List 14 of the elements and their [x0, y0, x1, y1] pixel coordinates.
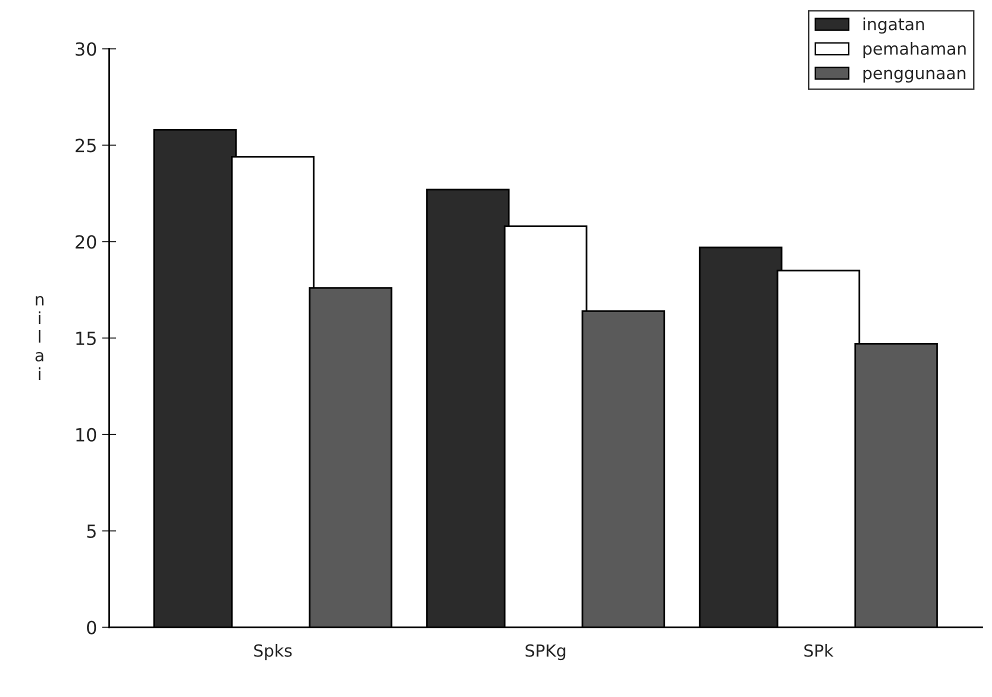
y-tick-label: 30 [76, 42, 96, 56]
y-axis-title: nilai [36, 296, 44, 380]
legend-label: pemahaman [864, 42, 966, 58]
x-tick-label: SPKg [526, 644, 566, 660]
y-tick-label: 15 [76, 332, 96, 346]
legend-label: ingatan [864, 18, 924, 34]
x-tick-label: Spks [254, 644, 292, 660]
legend-label: penggunaan [864, 70, 966, 83]
y-tick-label: 20 [76, 235, 96, 249]
y-tick-label: 25 [76, 138, 96, 152]
y-tick-label: 10 [76, 428, 96, 442]
y-tick-label: 0 [87, 620, 96, 634]
x-tick-label: SPk [804, 644, 834, 657]
y-tick-label: 5 [87, 524, 96, 538]
